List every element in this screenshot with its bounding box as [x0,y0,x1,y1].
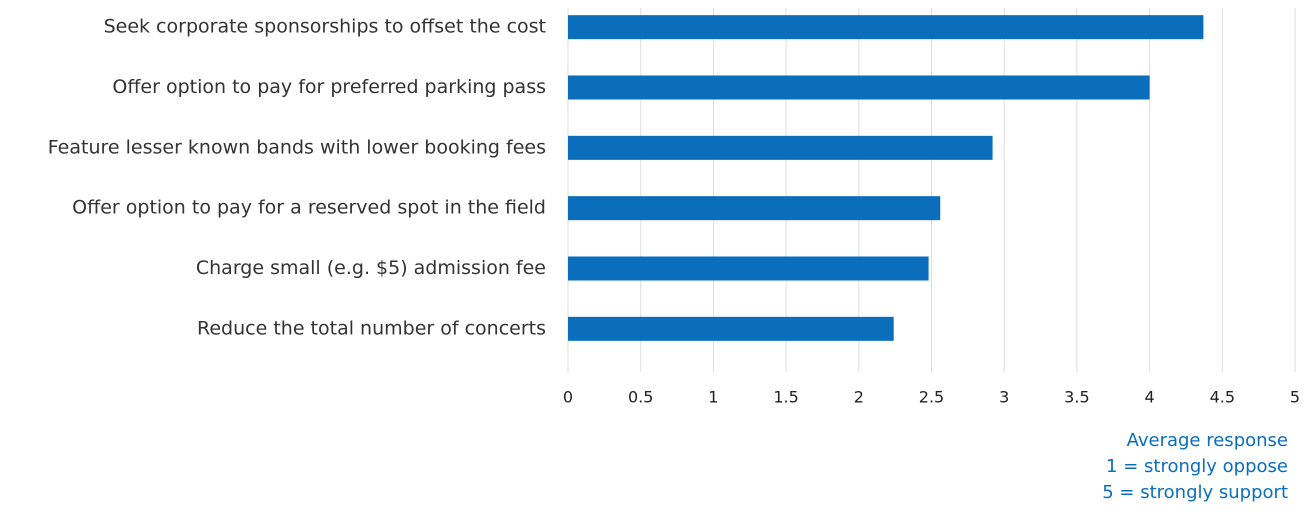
x-tick-label: 5 [1290,388,1300,407]
x-tick-label: 1.5 [773,388,798,407]
category-label: Charge small (e.g. $5) admission fee [196,257,546,279]
bar [568,135,993,160]
x-tick-label: 3 [999,388,1009,407]
bar [568,316,894,341]
x-tick-label: 0 [563,388,573,407]
x-tick-label: 4 [1145,388,1155,407]
x-tick-label: 2.5 [919,388,944,407]
x-tick-label: 1 [708,388,718,407]
axis-label: Average response [1127,430,1288,451]
category-label: Seek corporate sponsorships to offset th… [104,16,546,38]
category-label: Offer option to pay for a reserved spot … [72,197,546,219]
axis-label: 1 = strongly oppose [1106,456,1288,477]
x-tick-label: 3.5 [1064,388,1089,407]
x-tick-label: 2 [854,388,864,407]
category-label: Offer option to pay for preferred parkin… [112,76,546,98]
category-label: Feature lesser known bands with lower bo… [48,136,546,158]
x-tick-label: 4.5 [1210,388,1235,407]
bar [568,196,941,221]
bar [568,75,1150,100]
x-tick-label: 0.5 [628,388,653,407]
bar [568,15,1204,40]
bar [568,256,929,281]
axis-label: 5 = strongly support [1102,482,1288,503]
category-label: Reduce the total number of concerts [197,317,546,339]
